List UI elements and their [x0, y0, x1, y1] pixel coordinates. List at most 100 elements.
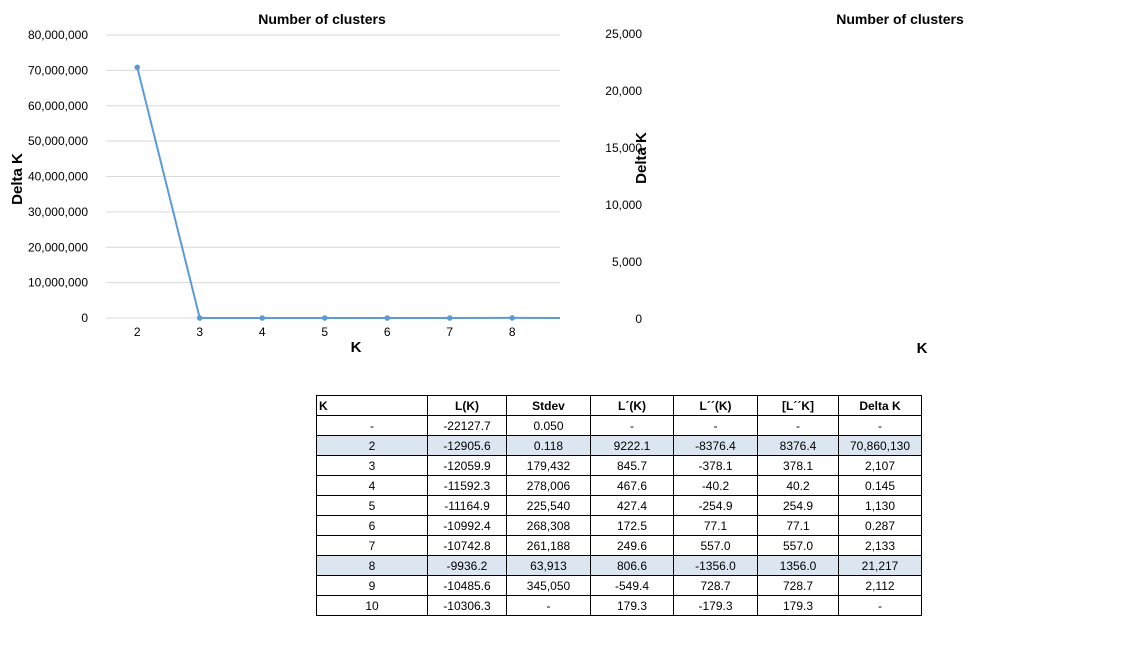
table-cell: 77.1 [757, 515, 839, 536]
table-row: 4 -11592.3 278,006 467.6 -40.2 40.2 0.145 [316, 475, 922, 496]
table-cell: - [838, 415, 922, 436]
chart-right: Number of clusters Delta K K 0 5,000 10,00… [605, 11, 964, 357]
chart-left: Number of clusters Delta K K 0 10,000,000… [9, 11, 560, 356]
y-tick-label: 5,000 [612, 255, 642, 269]
header-cell: L´(K) [590, 395, 674, 416]
table-cell: 1,130 [838, 495, 922, 516]
table-cell: 2 [316, 435, 428, 456]
y-axis-label: Delta K [9, 153, 26, 205]
x-axis-label: K [351, 339, 362, 356]
table-cell: 63,913 [506, 555, 591, 576]
table-cell: -10992.4 [427, 515, 507, 536]
table-cell: 9222.1 [590, 435, 674, 456]
table-cell: 0.287 [838, 515, 922, 536]
table-cell: 728.7 [757, 575, 839, 596]
table-cell: -10742.8 [427, 535, 507, 556]
y-tick-label: 40,000,000 [28, 170, 88, 184]
header-cell: L´´(K) [673, 395, 758, 416]
table-cell: -11164.9 [427, 495, 507, 516]
x-tick-labels: 23456789 [134, 325, 516, 339]
table-cell: 77.1 [673, 515, 758, 536]
table-cell: 40.2 [757, 475, 839, 496]
table-cell: 0.118 [506, 435, 591, 456]
table-cell: 8 [316, 555, 428, 576]
y-tick-label: 50,000,000 [28, 134, 88, 148]
table-cell: - [673, 415, 758, 436]
table-row: 7 -10742.8 261,188 249.6 557.0 557.0 2,133 [316, 535, 922, 556]
table-row: 9 -10485.6 345,050 -549.4 728.7 728.7 2,112 [316, 575, 922, 596]
table-cell: 7 [316, 535, 428, 556]
table-cell: 9 [316, 575, 428, 596]
table-cell: 254.9 [757, 495, 839, 516]
x-tick-label: 5 [321, 325, 328, 339]
table-row: 10 -10306.3-179.3 -179.3 179.3- [316, 595, 922, 616]
table-cell: -22127.7 [427, 415, 507, 436]
x-tick-label: 6 [384, 325, 391, 339]
table-cell: 4 [316, 475, 428, 496]
y-tick-label: 20,000,000 [28, 240, 88, 254]
table-cell: 1356.0 [757, 555, 839, 576]
table-cell: -378.1 [673, 455, 758, 476]
table-cell: 268,308 [506, 515, 591, 536]
y-axis-label: Delta K [633, 132, 650, 184]
table-row: - -22127.7 0.050- - - - [316, 415, 922, 436]
header-cell: K [316, 395, 428, 416]
table-cell: 179,432 [506, 455, 591, 476]
header-cell: Stdev [506, 395, 591, 416]
chart-title: Number of clusters [836, 11, 964, 27]
table-cell: 0.145 [838, 475, 922, 496]
table-cell: 225,540 [506, 495, 591, 516]
table-cell: - [838, 595, 922, 616]
header-cell: Delta K [838, 395, 922, 416]
y-tick-label: 20,000 [605, 84, 642, 98]
table-cell: 179.3 [757, 595, 839, 616]
table-cell: -254.9 [673, 495, 758, 516]
data-point [446, 315, 453, 321]
table-row: 6 -10992.4 268,308 172.5 77.1 77.1 0.287 [316, 515, 922, 536]
y-tick-label: 10,000 [605, 198, 642, 212]
table-cell: 2,107 [838, 455, 922, 476]
table-cell: 806.6 [590, 555, 674, 576]
y-tick-label: 30,000,000 [28, 205, 88, 219]
results-table: K L(K) Stdev L´(K) L´´(K) [L´´K] Delta K… [316, 395, 922, 616]
gridlines [106, 34, 560, 319]
table-cell: 249.6 [590, 535, 674, 556]
table-cell: -12059.9 [427, 455, 507, 476]
table-cell: 278,006 [506, 475, 591, 496]
table-cell: - [506, 595, 591, 616]
table-cell: 845.7 [590, 455, 674, 476]
table-cell: - [316, 415, 428, 436]
table-cell: 345,050 [506, 575, 591, 596]
y-tick-label: 0 [635, 312, 642, 326]
table-cell: -549.4 [590, 575, 674, 596]
x-tick-label: 2 [134, 325, 141, 339]
table-cell: -1356.0 [673, 555, 758, 576]
x-tick-label: 7 [446, 325, 453, 339]
table-cell: 21,217 [838, 555, 922, 576]
table-cell: -10485.6 [427, 575, 507, 596]
data-point [321, 315, 328, 321]
table-cell: 70,860,130 [838, 435, 922, 456]
y-tick-label: 80,000,000 [28, 28, 88, 42]
table-cell: 3 [316, 455, 428, 476]
header-cell: L(K) [427, 395, 507, 416]
y-tick-label: 60,000,000 [28, 99, 88, 113]
table-cell: 378.1 [757, 455, 839, 476]
table-cell: -12905.6 [427, 435, 507, 456]
table-cell: 557.0 [757, 535, 839, 556]
table-cell: 6 [316, 515, 428, 536]
y-tick-label: 0 [81, 311, 88, 325]
y-tick-labels: 0 5,000 10,000 15,000 20,000 25,000 [605, 27, 642, 326]
table-cell: -40.2 [673, 475, 758, 496]
y-tick-label: 15,000 [605, 141, 642, 155]
table-header-row: K L(K) Stdev L´(K) L´´(K) [L´´K] Delta K [316, 395, 922, 416]
table-cell: 0.050 [506, 415, 591, 436]
table-cell: 2,133 [838, 535, 922, 556]
data-point [509, 315, 516, 321]
x-tick-label: 3 [196, 325, 203, 339]
data-point [259, 315, 266, 321]
series-line [136, 67, 560, 320]
table-cell: 427.4 [590, 495, 674, 516]
table-cell: 467.6 [590, 475, 674, 496]
table-cell: 261,188 [506, 535, 591, 556]
